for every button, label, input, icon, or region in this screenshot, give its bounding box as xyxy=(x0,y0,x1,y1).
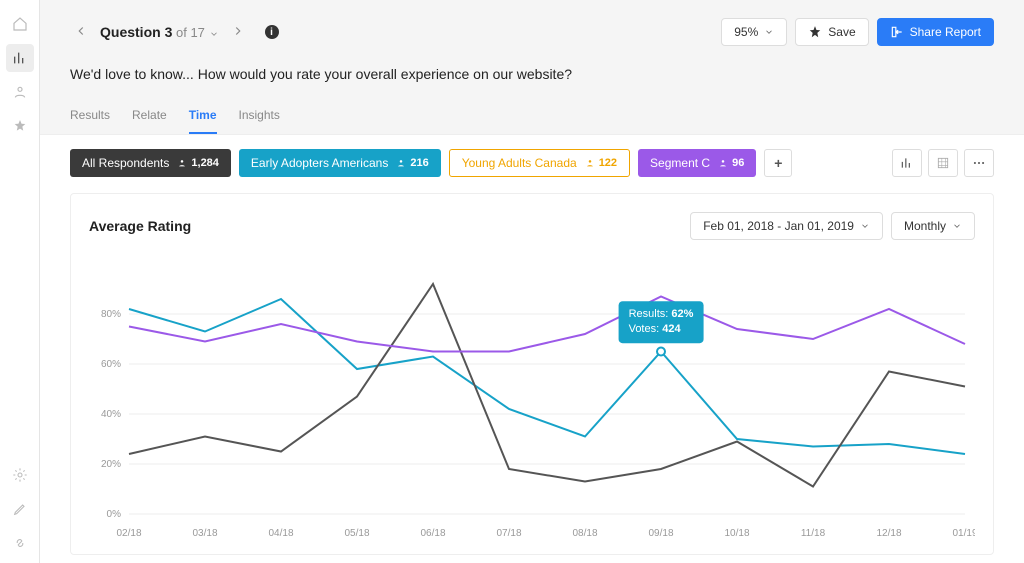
home-icon xyxy=(12,16,28,32)
sidebar-item-gear[interactable] xyxy=(6,461,34,489)
svg-text:05/18: 05/18 xyxy=(344,528,369,539)
star-icon xyxy=(12,118,28,134)
svg-text:01/19: 01/19 xyxy=(952,528,975,539)
svg-text:03/18: 03/18 xyxy=(192,528,217,539)
chart-tooltip: Results: 62%Votes: 424 xyxy=(619,301,704,344)
link-icon xyxy=(12,535,28,551)
gear-icon xyxy=(12,467,28,483)
sidebar-item-link[interactable] xyxy=(6,529,34,557)
tabs: Results Relate Time Insights xyxy=(70,108,994,134)
segment-chip-2[interactable]: Young Adults Canada 122 xyxy=(449,149,630,177)
chart-icon xyxy=(12,50,28,66)
edit-icon xyxy=(12,501,28,517)
svg-text:11/18: 11/18 xyxy=(801,528,826,539)
prev-question-button[interactable] xyxy=(70,22,92,43)
header: Question 3 of 17 i 95% Save xyxy=(40,0,1024,135)
sidebar-item-home[interactable] xyxy=(6,10,34,38)
confidence-dropdown[interactable]: 95% xyxy=(721,18,787,46)
star-icon xyxy=(808,25,822,39)
svg-text:40%: 40% xyxy=(101,409,121,420)
tab-relate[interactable]: Relate xyxy=(132,108,167,134)
chart-card: Average Rating Feb 01, 2018 - Jan 01, 20… xyxy=(70,193,994,555)
svg-text:60%: 60% xyxy=(101,359,121,370)
segment-label: Segment C xyxy=(650,156,710,170)
question-text: We'd love to know... How would you rate … xyxy=(70,46,994,108)
segment-chip-3[interactable]: Segment C 96 xyxy=(638,149,756,177)
add-segment-button[interactable]: + xyxy=(764,149,792,177)
more-options-button[interactable] xyxy=(964,149,994,177)
users-icon xyxy=(12,84,28,100)
next-question-button[interactable] xyxy=(227,22,249,43)
svg-text:10/18: 10/18 xyxy=(724,528,749,539)
date-range-dropdown[interactable]: Feb 01, 2018 - Jan 01, 2019 xyxy=(690,212,883,240)
segment-label: All Respondents xyxy=(82,156,169,170)
segment-chip-0[interactable]: All Respondents 1,284 xyxy=(70,149,231,177)
segment-label: Early Adopters Americans xyxy=(251,156,388,170)
chart-title: Average Rating xyxy=(89,218,191,234)
sidebar-item-star[interactable] xyxy=(6,112,34,140)
tab-results[interactable]: Results xyxy=(70,108,110,134)
segment-count: 96 xyxy=(718,157,744,169)
segment-count: 122 xyxy=(585,157,617,169)
sidebar-item-users[interactable] xyxy=(6,78,34,106)
svg-text:20%: 20% xyxy=(101,459,121,470)
tab-time[interactable]: Time xyxy=(189,108,217,134)
sidebar xyxy=(0,0,40,563)
segment-chip-1[interactable]: Early Adopters Americans 216 xyxy=(239,149,441,177)
segment-count: 216 xyxy=(396,157,428,169)
table-view-button[interactable] xyxy=(928,149,958,177)
svg-text:02/18: 02/18 xyxy=(116,528,141,539)
sidebar-item-edit[interactable] xyxy=(6,495,34,523)
svg-text:08/18: 08/18 xyxy=(572,528,597,539)
svg-text:12/18: 12/18 xyxy=(876,528,901,539)
svg-text:04/18: 04/18 xyxy=(268,528,293,539)
svg-text:0%: 0% xyxy=(107,509,122,520)
svg-text:09/18: 09/18 xyxy=(648,528,673,539)
svg-text:06/18: 06/18 xyxy=(420,528,445,539)
share-report-button[interactable]: Share Report xyxy=(877,18,994,46)
interval-dropdown[interactable]: Monthly xyxy=(891,212,975,240)
segment-label: Young Adults Canada xyxy=(462,156,577,170)
svg-text:80%: 80% xyxy=(101,309,121,320)
info-icon[interactable]: i xyxy=(265,25,279,39)
series-segment-c[interactable] xyxy=(129,297,965,352)
sidebar-item-chart[interactable] xyxy=(6,44,34,72)
svg-text:07/18: 07/18 xyxy=(496,528,521,539)
share-icon xyxy=(890,25,904,39)
tab-insights[interactable]: Insights xyxy=(239,108,280,134)
save-button[interactable]: Save xyxy=(795,18,868,46)
segment-count: 1,284 xyxy=(177,157,219,169)
chart-view-button[interactable] xyxy=(892,149,922,177)
question-title: Question 3 of 17 xyxy=(100,24,219,40)
line-chart[interactable]: 0% 20% 40% 60% 80% 02/18 03/18 04/18 05/18 06/18 0… xyxy=(89,244,975,544)
segment-row: All Respondents 1,284 Early Adopters Ameri… xyxy=(70,149,994,177)
series-early-adopters-americans[interactable] xyxy=(129,299,965,454)
